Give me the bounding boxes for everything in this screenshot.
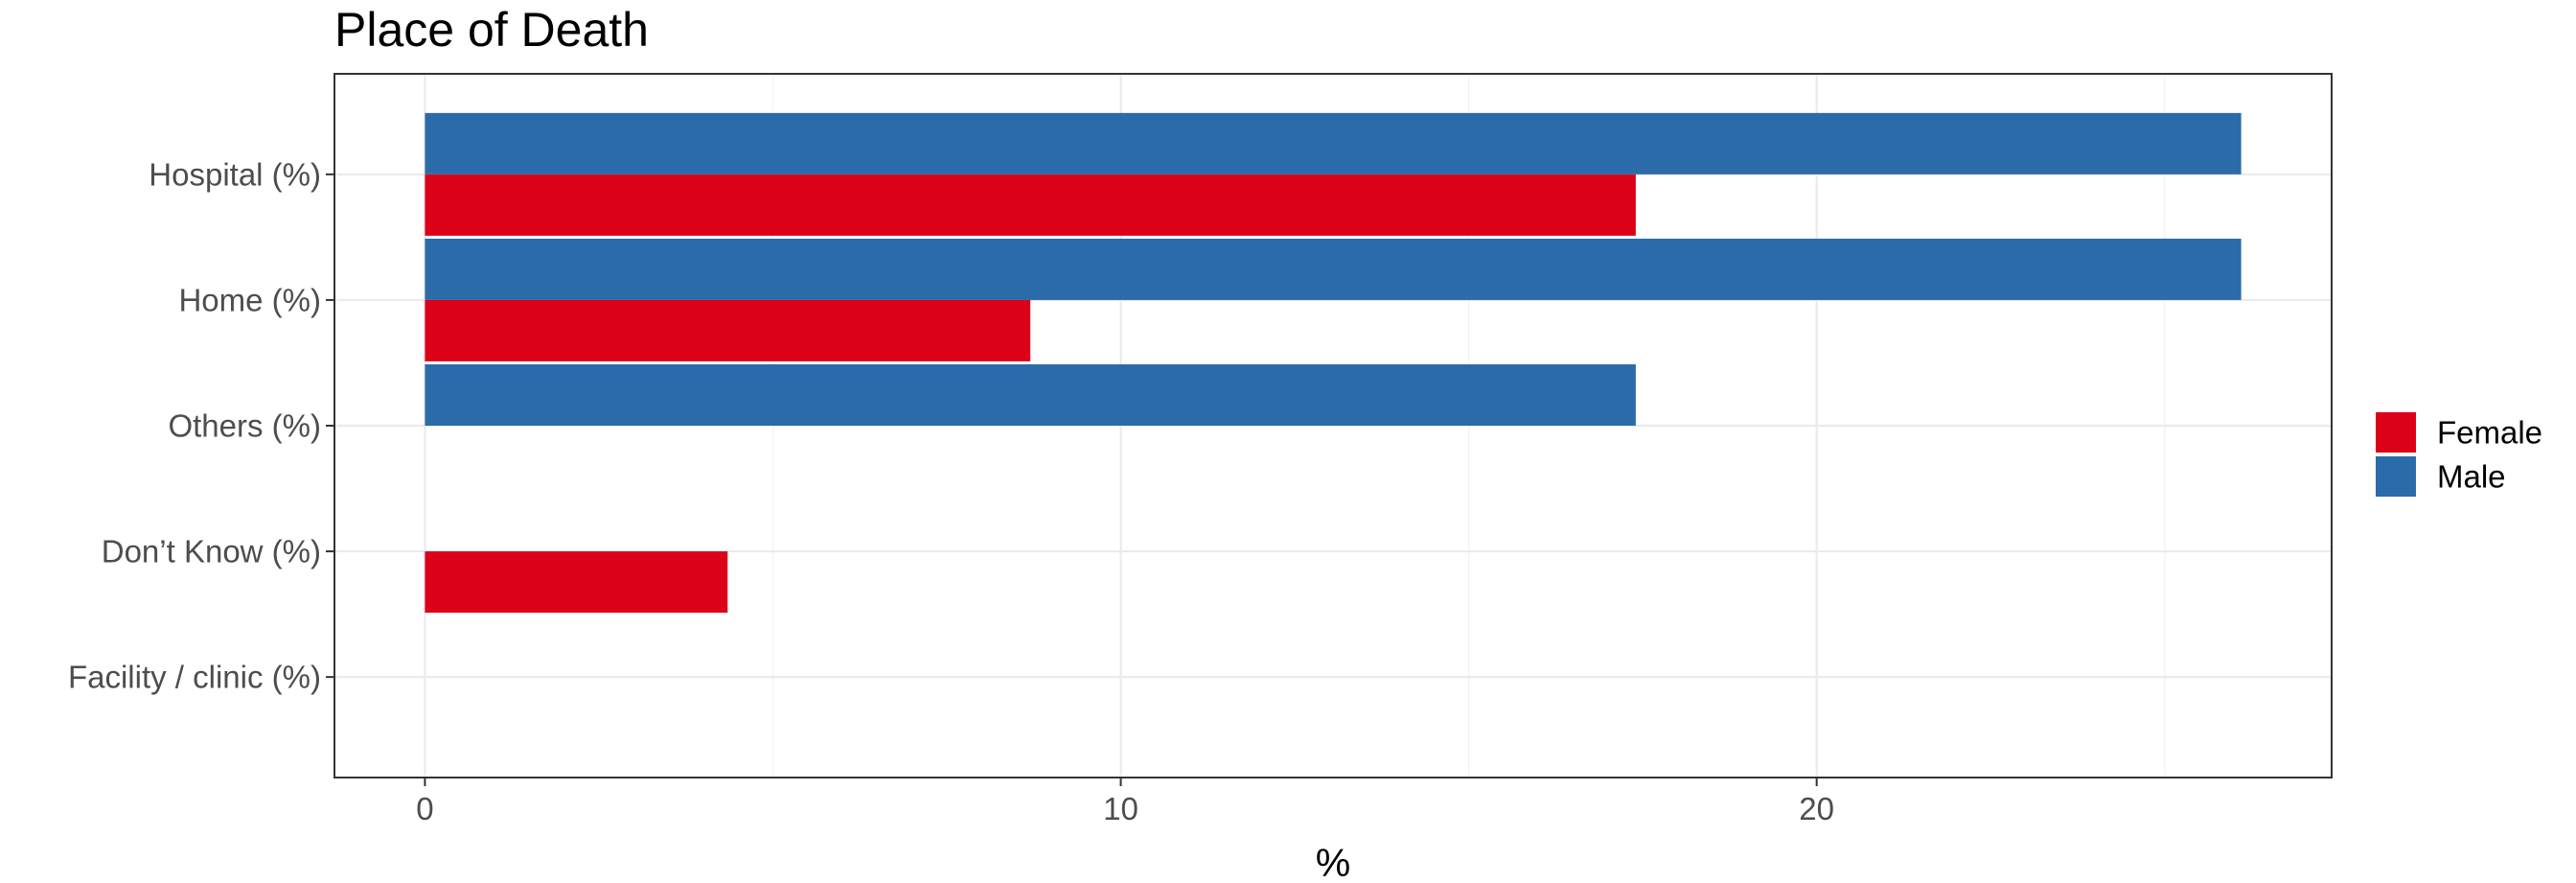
y-tick-label: Facility / clinic (%) [68, 660, 321, 695]
y-tick-label: Hospital (%) [149, 156, 321, 192]
y-tick-label: Don’t Know (%) [102, 534, 321, 569]
legend: Female Male [2376, 412, 2542, 497]
chart-title: Place of Death [334, 3, 649, 57]
x-axis: 0 10 20 [416, 778, 1834, 826]
bar-male-0 [425, 112, 2242, 174]
bar-female-0 [425, 174, 1636, 236]
legend-key-male [2376, 456, 2416, 497]
legend-key-female [2376, 412, 2416, 453]
x-tick-label: 0 [416, 791, 433, 826]
y-axis: Hospital (%) Home (%) Others (%) Don’t Know… [68, 156, 334, 695]
legend-label-female: Female [2437, 415, 2542, 451]
bar-female-3 [425, 551, 728, 614]
bars [425, 112, 2242, 614]
legend-label-male: Male [2437, 459, 2506, 495]
y-tick-label: Others (%) [168, 408, 321, 444]
bar-male-2 [425, 364, 1636, 426]
bar-female-1 [425, 299, 1031, 361]
y-tick-label: Home (%) [178, 282, 321, 317]
x-axis-title: % [1316, 841, 1350, 883]
x-tick-label: 20 [1799, 791, 1834, 826]
x-tick-label: 10 [1103, 791, 1138, 826]
bar-male-1 [425, 238, 2242, 300]
